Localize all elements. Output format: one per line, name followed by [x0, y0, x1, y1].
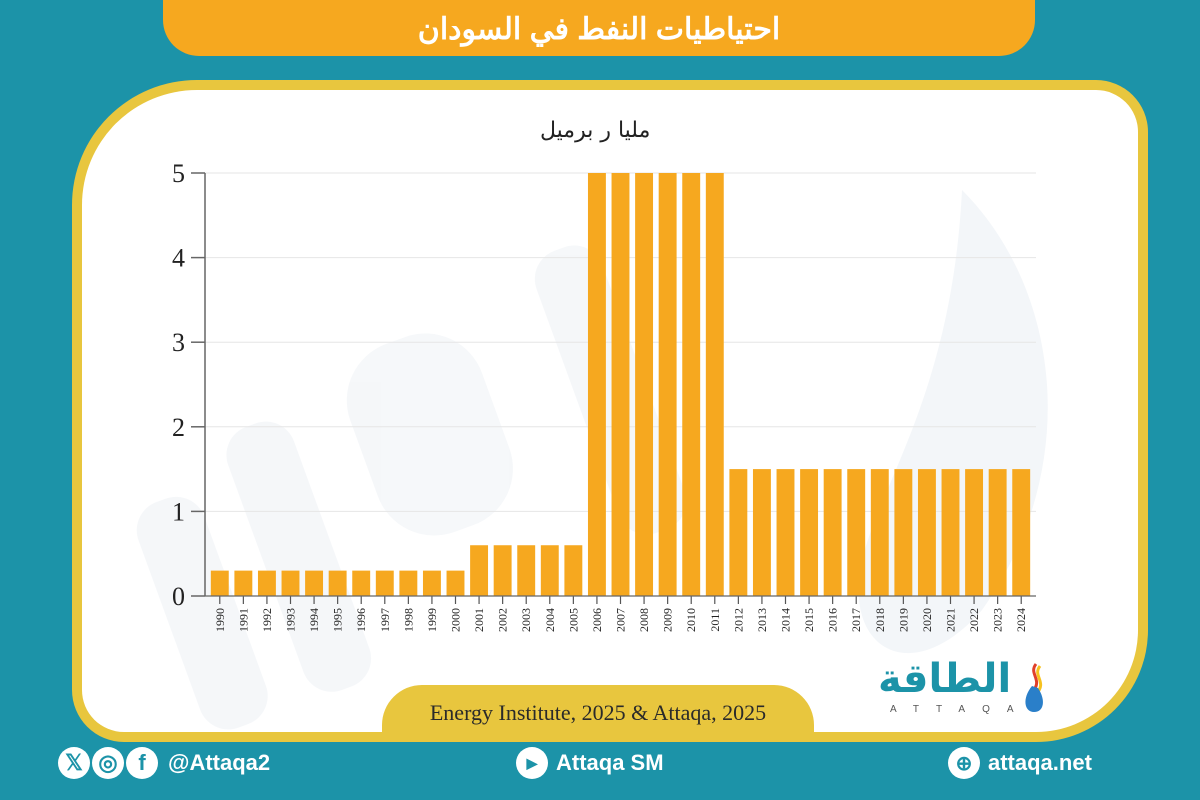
logo-arabic-text: الطاقة — [878, 656, 1012, 702]
page-title: احتياطيات النفط في السودان — [417, 12, 781, 46]
watermark-logo-icon — [136, 190, 1048, 730]
source-text: Energy Institute, 2025 & Attaqa, 2025 — [429, 700, 767, 725]
chart-card — [72, 80, 1148, 742]
y-axis-unit-label: مليا ر برميل — [540, 118, 651, 143]
drop-flame-icon — [1025, 663, 1043, 712]
footer: 𝕏 ◎ f @Attaqa2 ▶ Attaqa SM ⊕ attaqa.net — [0, 740, 1200, 790]
attaqa-logo: الطاقة ATTAQA — [870, 656, 1050, 720]
logo-latin-text: ATTAQA — [890, 704, 1031, 715]
social-links: 𝕏 ◎ f @Attaqa2 — [58, 747, 270, 779]
instagram-icon[interactable]: ◎ — [92, 747, 124, 779]
youtube-link[interactable]: ▶ Attaqa SM — [516, 747, 664, 779]
website-url: attaqa.net — [988, 750, 1092, 775]
title-bar: احتياطيات النفط في السودان — [163, 0, 1035, 56]
website-link[interactable]: ⊕ attaqa.net — [948, 747, 1092, 779]
facebook-icon[interactable]: f — [126, 747, 158, 779]
x-icon[interactable]: 𝕏 — [58, 747, 90, 779]
globe-icon: ⊕ — [948, 747, 980, 779]
social-handle[interactable]: @Attaqa2 — [168, 750, 271, 775]
youtube-channel: Attaqa SM — [556, 750, 664, 775]
chart-card-inner — [82, 90, 1138, 732]
youtube-icon: ▶ — [516, 747, 548, 779]
source-pill: Energy Institute, 2025 & Attaqa, 2025 — [382, 685, 814, 737]
